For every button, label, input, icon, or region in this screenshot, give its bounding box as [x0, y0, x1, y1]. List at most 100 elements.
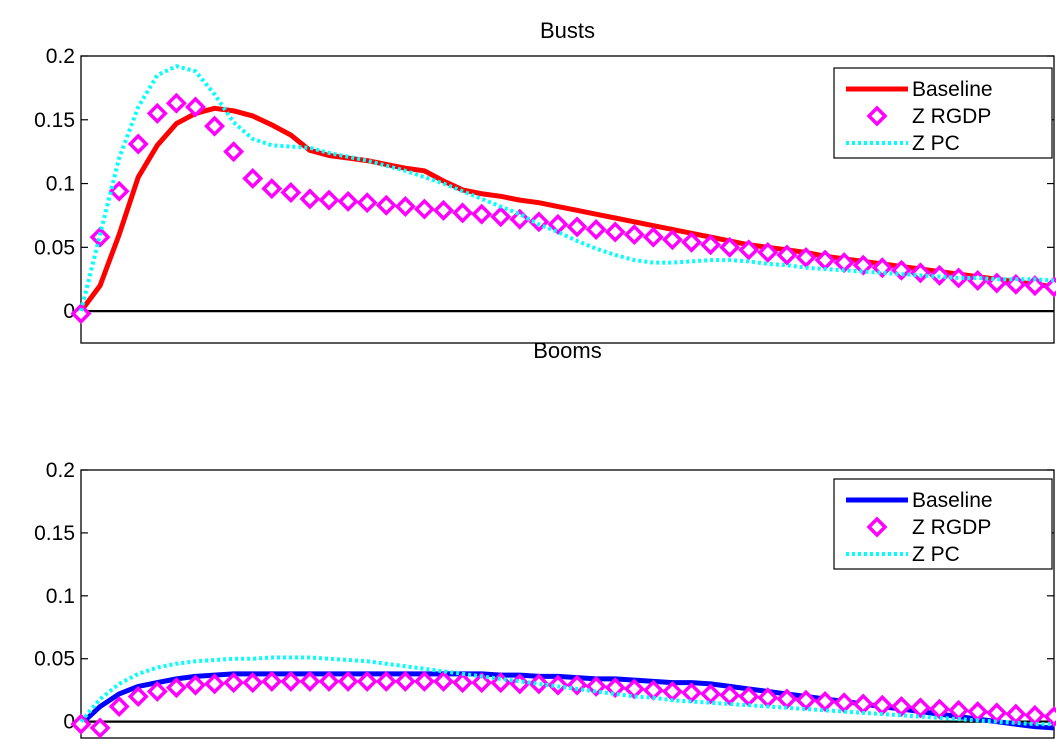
data-point-marker	[375, 670, 397, 692]
data-point-marker	[127, 686, 149, 707]
legend-entry-baseline: Baseline	[846, 489, 993, 512]
data-point-marker	[108, 696, 130, 718]
data-point-marker	[318, 189, 340, 211]
data-point-marker	[184, 96, 206, 118]
data-point-marker	[184, 674, 206, 696]
busts-panel: Busts 0 0.05 0.1 0.15 0.2 Baseline Z RGDP Z PC	[34, 18, 1056, 344]
data-point-marker	[1043, 276, 1056, 298]
data-point-marker	[223, 141, 245, 163]
data-point-marker	[585, 675, 607, 697]
data-point-marker	[337, 670, 359, 692]
data-point-marker	[566, 216, 588, 238]
y-tick-label: 0.2	[46, 45, 75, 68]
booms-panel: Booms 0 0.05 0.1 0.15 0.2 Baseline Z RGDP Z PC	[34, 338, 1056, 739]
data-point-marker	[909, 262, 931, 284]
data-point-marker	[89, 717, 111, 739]
legend: Baseline Z RGDP Z PC	[833, 478, 1053, 570]
chart-title: Busts	[540, 18, 595, 43]
data-point-marker	[261, 670, 283, 692]
data-point-marker	[261, 178, 283, 200]
legend-label: Baseline	[912, 78, 993, 101]
legend-label: Z PC	[912, 543, 960, 566]
data-point-marker	[661, 229, 683, 251]
data-point-marker	[280, 670, 302, 692]
data-point-marker	[108, 180, 130, 202]
data-point-marker	[528, 673, 550, 695]
data-point-marker	[127, 133, 149, 155]
legend-entry-z-rgdp: Z RGDP	[866, 105, 991, 128]
series-baseline	[79, 671, 1055, 731]
data-point-marker	[413, 670, 435, 692]
series-line	[78, 105, 1055, 313]
data-point-marker	[299, 188, 321, 210]
data-point-marker	[242, 672, 264, 694]
data-point-marker	[433, 199, 454, 221]
y-tick-label: 0.1	[46, 585, 75, 608]
data-point-marker	[1005, 703, 1027, 725]
data-point-marker	[471, 203, 493, 225]
data-point-marker	[70, 303, 92, 325]
y-tick-label: 0.15	[34, 109, 75, 132]
data-point-marker	[318, 670, 340, 692]
y-tick-label: 0.1	[46, 173, 75, 196]
data-point-marker	[738, 239, 760, 261]
data-point-marker	[929, 698, 951, 720]
data-point-marker	[223, 672, 245, 694]
series-line	[79, 671, 1055, 731]
legend-entry-z-rgdp: Z RGDP	[866, 516, 991, 539]
data-point-marker	[146, 102, 168, 124]
data-point-marker	[337, 190, 359, 212]
data-point-marker	[89, 226, 111, 248]
data-point-marker	[776, 244, 798, 266]
data-point-marker	[1024, 704, 1046, 726]
data-point-marker	[890, 696, 912, 718]
y-tick-label: 0	[63, 300, 75, 323]
data-point-marker	[986, 702, 1008, 724]
y-tick-label: 0.2	[46, 459, 75, 482]
data-point-marker	[146, 680, 168, 702]
data-point-marker	[681, 231, 702, 253]
data-point-marker	[795, 247, 817, 269]
data-point-marker	[165, 677, 187, 699]
data-point-marker	[719, 684, 741, 706]
legend-entry-baseline: Baseline	[846, 78, 993, 101]
legend-label: Z RGDP	[912, 516, 991, 539]
data-point-marker	[356, 192, 378, 214]
data-point-marker	[757, 241, 779, 263]
data-point-marker	[604, 221, 626, 243]
data-point-marker	[204, 673, 226, 695]
data-point-marker	[681, 682, 702, 704]
data-point-marker	[413, 198, 435, 220]
y-tick-label: 0	[63, 711, 75, 734]
data-point-marker	[204, 115, 226, 137]
data-point-marker	[471, 672, 493, 694]
data-point-marker	[700, 234, 722, 256]
data-point-marker	[909, 697, 931, 719]
data-point-marker	[356, 670, 378, 692]
series-baseline	[78, 105, 1055, 313]
data-point-marker	[433, 670, 454, 692]
data-point-marker	[375, 194, 397, 216]
data-point-marker	[852, 254, 874, 276]
legend-label: Baseline	[912, 489, 993, 512]
legend-label: Z PC	[912, 132, 960, 155]
data-point-marker	[452, 672, 474, 694]
legend-entry-z-pc: Z PC	[846, 132, 960, 155]
data-point-marker	[70, 713, 92, 735]
series-z-pc	[79, 655, 1054, 727]
data-point-marker	[394, 670, 416, 692]
data-point-marker	[719, 236, 741, 258]
data-point-marker	[623, 224, 645, 246]
legend-label: Z RGDP	[912, 105, 991, 128]
legend: Baseline Z RGDP Z PC	[833, 67, 1053, 159]
legend-swatch	[866, 516, 888, 538]
data-point-marker	[1024, 275, 1046, 297]
y-tick-label: 0.05	[34, 236, 75, 259]
legend-swatch	[866, 105, 888, 127]
data-point-marker	[509, 208, 531, 230]
data-point-marker	[948, 267, 970, 289]
data-point-marker	[1005, 273, 1027, 295]
legend-entry-z-pc: Z PC	[846, 543, 960, 566]
data-point-marker	[623, 678, 645, 700]
series-line	[79, 64, 1055, 312]
